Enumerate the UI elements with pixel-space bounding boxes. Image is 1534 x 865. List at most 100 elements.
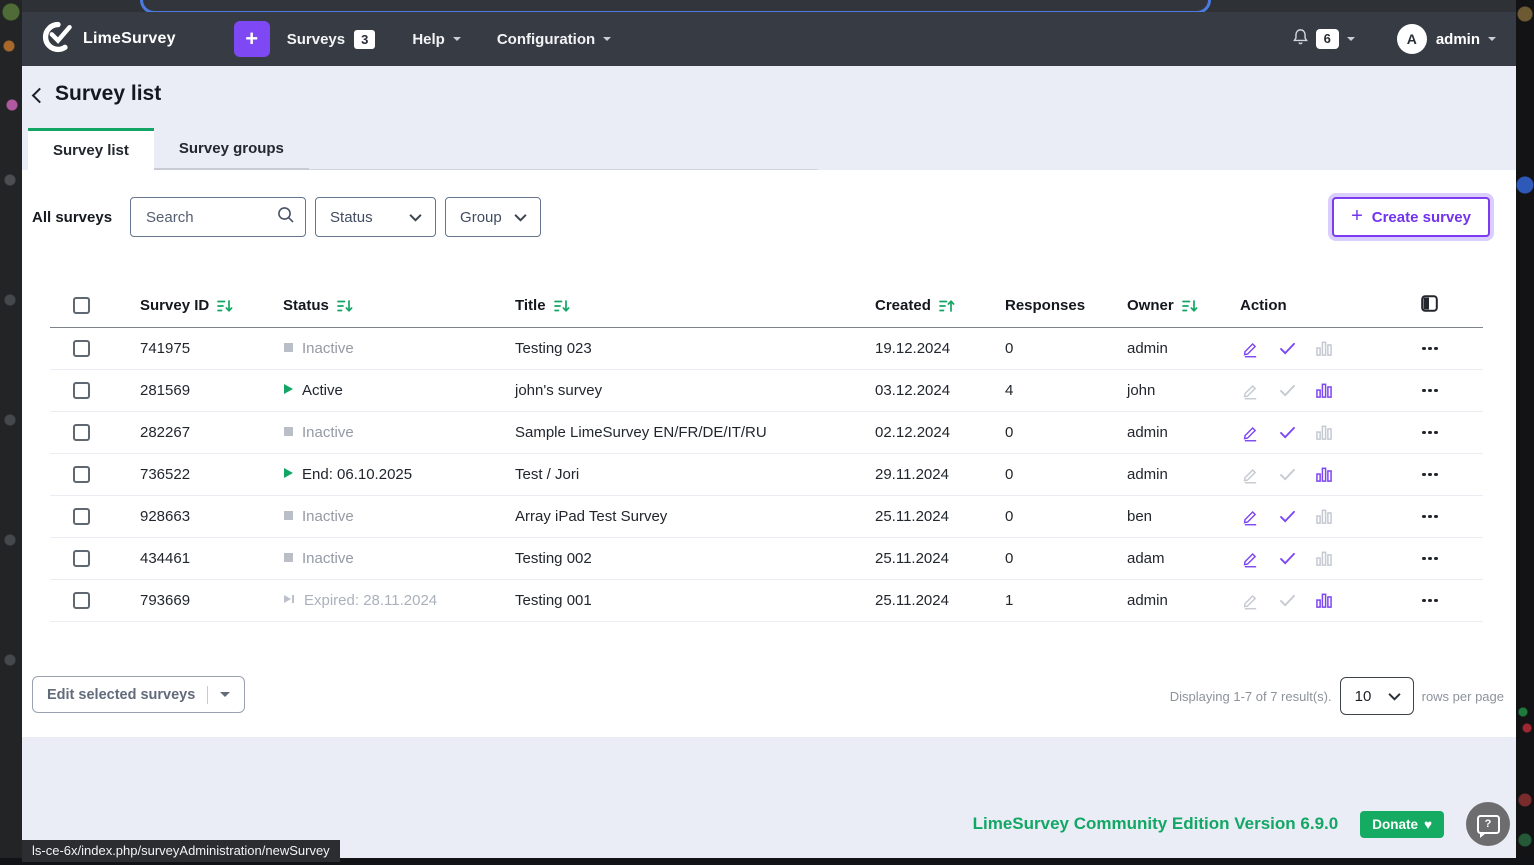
- help-chat-button[interactable]: ?: [1466, 802, 1510, 846]
- version-link[interactable]: LimeSurvey Community Edition Version 6.9…: [972, 814, 1339, 833]
- page-title: Survey list: [55, 82, 162, 105]
- survey-title-link[interactable]: john's survey: [515, 382, 603, 399]
- edit-survey-button[interactable]: [1242, 340, 1259, 358]
- browser-chrome-strip: [22, 0, 1516, 12]
- edit-survey-button[interactable]: [1242, 466, 1259, 484]
- donate-button[interactable]: Donate ♥: [1360, 810, 1444, 838]
- chevron-down-icon[interactable]: [220, 692, 231, 697]
- activate-survey-button[interactable]: [1279, 594, 1296, 607]
- column-header-status[interactable]: Status: [283, 297, 515, 314]
- activate-survey-button[interactable]: [1279, 468, 1296, 481]
- nav-help[interactable]: Help: [412, 31, 461, 48]
- statistics-button[interactable]: [1316, 425, 1332, 440]
- tab-survey-list[interactable]: Survey list: [28, 128, 154, 170]
- activate-survey-button[interactable]: [1279, 510, 1296, 523]
- chevron-down-icon[interactable]: [1488, 37, 1496, 41]
- survey-responses: 0: [1005, 340, 1014, 357]
- chevron-down-icon[interactable]: [1346, 37, 1355, 41]
- create-survey-quick-button[interactable]: +: [233, 21, 270, 57]
- survey-id: 928663: [140, 508, 191, 525]
- edit-survey-button[interactable]: [1242, 550, 1259, 568]
- survey-owner: adam: [1127, 550, 1165, 567]
- row-checkbox[interactable]: [73, 550, 90, 567]
- statistics-button[interactable]: [1316, 509, 1332, 524]
- row-checkbox-cell: [50, 382, 140, 399]
- tab-survey-groups[interactable]: Survey groups: [153, 128, 309, 170]
- column-header-owner[interactable]: Owner: [1127, 297, 1240, 314]
- more-actions-button[interactable]: [1421, 472, 1483, 477]
- column-label: Survey ID: [140, 297, 210, 314]
- taskbar-strip: [0, 858, 1534, 865]
- status-text: Inactive: [302, 340, 354, 357]
- status-text: Active: [302, 382, 343, 399]
- row-checkbox[interactable]: [73, 466, 90, 483]
- back-chevron-icon[interactable]: [31, 87, 48, 103]
- rows-per-page-select[interactable]: 10: [1339, 677, 1414, 715]
- activate-survey-button[interactable]: [1279, 552, 1296, 565]
- column-visibility-button[interactable]: [1421, 294, 1483, 317]
- row-checkbox[interactable]: [73, 592, 90, 609]
- row-actions: [1240, 424, 1421, 442]
- survey-created: 25.11.2024: [875, 592, 949, 609]
- activate-survey-button[interactable]: [1279, 342, 1296, 355]
- statistics-button[interactable]: [1316, 383, 1332, 398]
- limesurvey-brand[interactable]: LimeSurvey: [42, 21, 176, 58]
- edit-survey-button[interactable]: [1242, 508, 1259, 526]
- row-checkbox[interactable]: [73, 424, 90, 441]
- row-checkbox-cell: [50, 592, 140, 609]
- create-survey-button[interactable]: + Create survey: [1332, 197, 1490, 237]
- edit-survey-button[interactable]: [1242, 592, 1259, 610]
- heart-icon: ♥: [1423, 816, 1432, 832]
- survey-title-link[interactable]: Testing 023: [515, 340, 592, 357]
- statistics-button[interactable]: [1316, 467, 1332, 482]
- group-filter-select[interactable]: Group: [445, 197, 542, 237]
- row-checkbox[interactable]: [73, 340, 90, 357]
- survey-title-link[interactable]: Testing 001: [515, 592, 592, 609]
- row-more-cell: [1421, 430, 1483, 435]
- more-actions-button[interactable]: [1421, 430, 1483, 435]
- avatar[interactable]: A: [1396, 24, 1427, 54]
- more-actions-button[interactable]: [1421, 346, 1483, 351]
- survey-status: Inactive: [283, 550, 515, 567]
- survey-title-link[interactable]: Test / Jori: [515, 466, 580, 483]
- survey-id: 736522: [140, 466, 191, 483]
- more-actions-button[interactable]: [1421, 556, 1483, 561]
- survey-title-link[interactable]: Testing 002: [515, 550, 592, 567]
- edit-survey-button[interactable]: [1242, 382, 1259, 400]
- notification-bell-icon[interactable]: [1291, 27, 1310, 52]
- column-header-survey-id[interactable]: Survey ID: [140, 297, 283, 314]
- survey-title-link[interactable]: Sample LimeSurvey EN/FR/DE/IT/RU: [515, 424, 767, 441]
- more-actions-button[interactable]: [1421, 388, 1483, 393]
- filter-row: All surveys Status Gro: [32, 197, 1503, 237]
- user-menu[interactable]: admin: [1435, 30, 1480, 48]
- notification-count-badge[interactable]: 6: [1315, 29, 1339, 49]
- search-input[interactable]: [144, 207, 278, 227]
- column-header-created[interactable]: Created: [875, 297, 1005, 314]
- status-filter-select[interactable]: Status: [315, 197, 437, 237]
- desktop-edge-left: [0, 0, 22, 865]
- statistics-button[interactable]: [1316, 551, 1332, 566]
- table-row: 434461 Inactive Testing 002 25.11.2024 0…: [50, 538, 1483, 580]
- nav-surveys[interactable]: Surveys 3: [287, 29, 376, 49]
- activate-survey-button[interactable]: [1279, 426, 1296, 439]
- rows-per-page-value: 10: [1354, 687, 1372, 705]
- search-box: [130, 197, 307, 237]
- row-checkbox[interactable]: [73, 382, 90, 399]
- select-all-checkbox[interactable]: [73, 297, 90, 314]
- status-text: Inactive: [302, 508, 354, 525]
- row-checkbox[interactable]: [73, 508, 90, 525]
- statistics-button[interactable]: [1316, 341, 1332, 356]
- chevron-down-icon: [452, 37, 461, 41]
- row-actions: [1240, 550, 1421, 568]
- sort-icon: [1181, 299, 1198, 312]
- more-actions-button[interactable]: [1421, 598, 1483, 603]
- more-actions-button[interactable]: [1421, 514, 1483, 519]
- statistics-button[interactable]: [1316, 593, 1332, 608]
- activate-survey-button[interactable]: [1279, 384, 1296, 397]
- edit-survey-button[interactable]: [1242, 424, 1259, 442]
- edit-selected-surveys-button[interactable]: Edit selected surveys: [32, 676, 246, 713]
- survey-title-link[interactable]: Array iPad Test Survey: [515, 508, 668, 525]
- browser-window: LimeSurvey + Surveys 3 Help Configuratio…: [22, 0, 1516, 865]
- column-header-title[interactable]: Title: [515, 297, 875, 314]
- nav-configuration[interactable]: Configuration: [497, 31, 612, 48]
